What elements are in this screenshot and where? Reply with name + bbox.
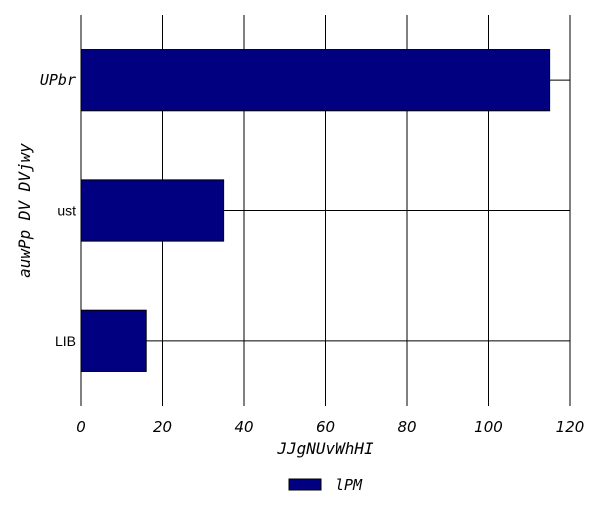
legend: lPM <box>288 476 363 494</box>
x-tick-label: 60 <box>316 418 335 436</box>
x-tick-label: 100 <box>474 418 503 436</box>
y-category-label: ust <box>57 203 76 219</box>
x-tick-label: 80 <box>397 418 416 436</box>
x-tick-label: 40 <box>234 418 253 436</box>
legend-swatch <box>288 478 322 491</box>
y-axis-title: auwPp DV DVjwy <box>15 143 34 278</box>
y-category-label: UPbr <box>40 71 76 89</box>
bar-upbr <box>80 49 551 112</box>
x-tick-label: 120 <box>556 418 585 436</box>
x-axis-ticks: 0 20 40 60 80 100 120 <box>76 418 584 436</box>
x-tick-label: 0 <box>76 418 86 436</box>
y-axis-categories: UPbr ust LIB <box>40 71 76 349</box>
bars <box>80 49 551 372</box>
bar-lib <box>80 309 147 372</box>
x-axis-title: JJgNUvWhHI <box>276 439 374 458</box>
y-category-label: LIB <box>55 333 76 349</box>
bar-ust <box>80 179 225 242</box>
legend-label: lPM <box>335 476 363 494</box>
x-tick-label: 20 <box>153 418 172 436</box>
